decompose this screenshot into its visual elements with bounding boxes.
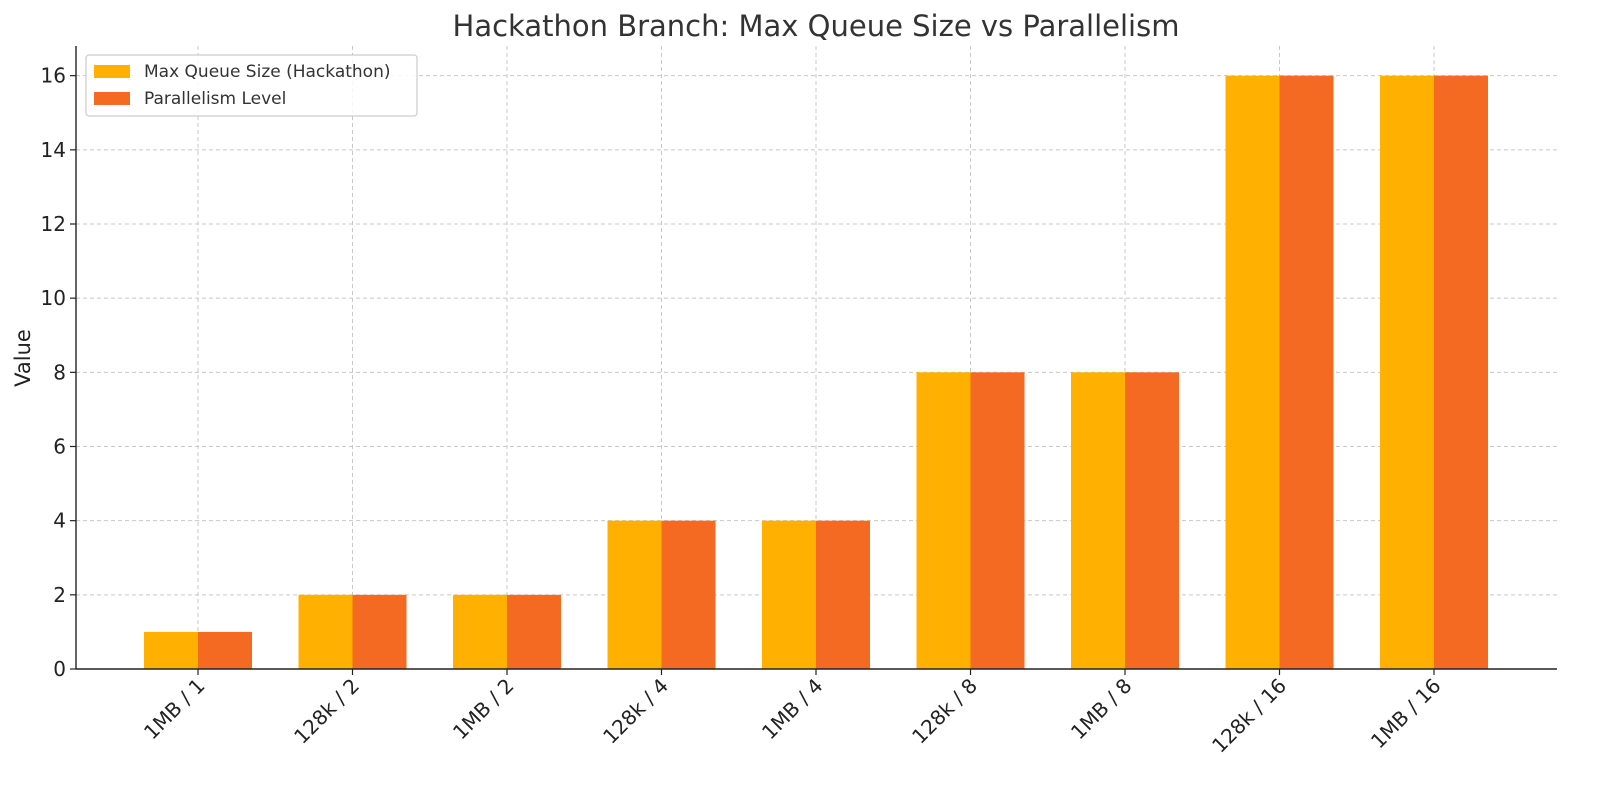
y-tick-label: 4: [53, 509, 66, 533]
bar-max-queue-size: [607, 520, 662, 669]
bar-parallelism-level: [352, 594, 407, 669]
legend-label-parallelism-level: Parallelism Level: [144, 89, 286, 109]
y-tick-label: 12: [41, 212, 66, 236]
bar-max-queue-size: [916, 372, 971, 669]
bar-parallelism-level: [507, 594, 561, 669]
y-tick-label: 0: [53, 657, 66, 681]
x-tick-label: 128k / 4: [598, 674, 673, 749]
bar-max-queue-size: [453, 594, 507, 669]
legend-swatch-max-queue-size: [94, 65, 130, 78]
y-axis-label: Value: [11, 329, 35, 387]
bar-max-queue-size: [144, 631, 198, 669]
x-tick-label: 128k / 2: [289, 674, 364, 749]
bar-max-queue-size: [1071, 372, 1125, 669]
legend-swatch-parallelism-level: [94, 92, 130, 105]
bar-parallelism-level: [198, 631, 252, 669]
x-tick-label: 128k / 8: [907, 674, 982, 749]
y-tick-label: 16: [41, 64, 66, 88]
x-tick-label: 1MB / 2: [448, 674, 519, 745]
y-tick-label: 2: [53, 583, 66, 607]
bars: [144, 75, 1488, 669]
bar-max-queue-size: [1380, 75, 1434, 669]
bar-parallelism-level: [970, 372, 1025, 669]
x-tick-label: 1MB / 1: [139, 674, 210, 745]
y-tick-label: 6: [53, 435, 66, 459]
bar-max-queue-size: [1225, 75, 1280, 669]
y-tick-label: 10: [41, 286, 66, 310]
x-tick-label: 1MB / 16: [1366, 674, 1446, 754]
x-tick-label: 1MB / 4: [757, 674, 828, 745]
legend-label-max-queue-size: Max Queue Size (Hackathon): [144, 62, 391, 82]
legend-frame: [85, 54, 418, 117]
axes: [70, 46, 1557, 675]
bar-parallelism-level: [1125, 372, 1179, 669]
bar-max-queue-size: [762, 520, 816, 669]
y-tick-label: 8: [53, 360, 66, 384]
bar-parallelism-level: [1279, 75, 1334, 669]
bar-parallelism-level: [661, 520, 716, 669]
legend: Max Queue Size (Hackathon) Parallelism L…: [85, 54, 418, 117]
chart-title: Hackathon Branch: Max Queue Size vs Para…: [453, 9, 1180, 43]
y-tick-label: 14: [41, 138, 66, 162]
bar-max-queue-size: [298, 594, 353, 669]
bar-parallelism-level: [816, 520, 870, 669]
x-tick-label: 128k / 16: [1207, 674, 1291, 758]
x-tick-label: 1MB / 8: [1066, 674, 1137, 745]
bar-parallelism-level: [1434, 75, 1488, 669]
